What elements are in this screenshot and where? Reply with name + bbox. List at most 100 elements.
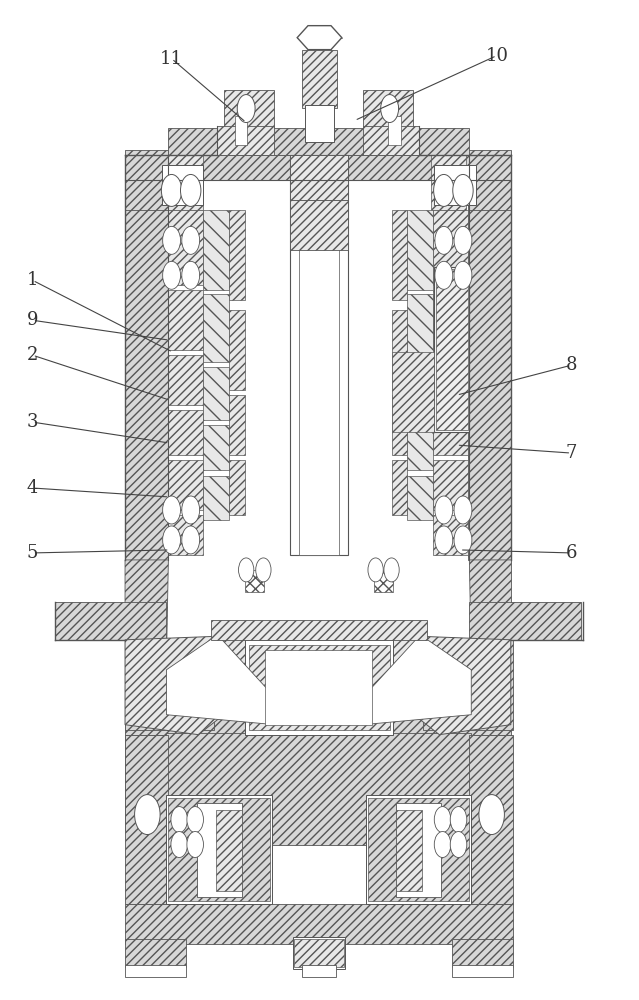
Text: 5: 5	[27, 544, 38, 562]
Circle shape	[435, 261, 453, 289]
Bar	[203, 294, 229, 362]
Bar	[169, 515, 203, 555]
Circle shape	[381, 95, 399, 123]
Polygon shape	[167, 635, 291, 725]
Bar	[435, 267, 469, 432]
Bar	[167, 733, 471, 845]
Text: 7: 7	[566, 444, 577, 462]
Bar	[245, 640, 394, 735]
Circle shape	[435, 526, 453, 554]
Bar	[469, 735, 512, 904]
Bar	[396, 803, 441, 897]
Bar	[289, 155, 348, 200]
Bar	[302, 50, 337, 108]
Text: 3: 3	[27, 413, 38, 431]
Polygon shape	[382, 635, 511, 735]
Bar	[125, 735, 169, 904]
Bar	[433, 355, 468, 405]
Circle shape	[180, 174, 201, 206]
Circle shape	[454, 261, 472, 289]
Bar	[167, 795, 272, 904]
Bar	[169, 128, 469, 155]
Bar	[224, 90, 273, 128]
Bar	[468, 210, 511, 560]
Circle shape	[450, 807, 466, 833]
Bar	[169, 290, 203, 350]
Circle shape	[181, 526, 199, 554]
Bar	[396, 810, 422, 891]
Bar	[294, 939, 344, 967]
Circle shape	[479, 795, 504, 835]
Bar	[229, 395, 245, 455]
Bar	[125, 904, 512, 944]
Text: 10: 10	[485, 47, 508, 65]
Circle shape	[256, 558, 271, 582]
Polygon shape	[297, 26, 342, 50]
Bar	[392, 310, 408, 390]
Bar	[436, 269, 468, 430]
Circle shape	[163, 526, 180, 554]
Circle shape	[135, 795, 160, 835]
Bar	[125, 210, 169, 560]
Bar	[469, 735, 511, 830]
Polygon shape	[125, 635, 256, 735]
Bar	[229, 460, 245, 515]
Text: 2: 2	[27, 346, 38, 364]
Circle shape	[454, 496, 472, 524]
Bar	[368, 798, 469, 901]
Bar	[203, 425, 229, 470]
Bar	[289, 200, 348, 250]
Bar	[424, 640, 512, 730]
Bar	[374, 570, 393, 592]
Bar	[197, 803, 242, 897]
Bar	[125, 155, 511, 180]
Text: 8: 8	[566, 356, 577, 374]
Bar	[468, 150, 511, 410]
Bar	[408, 210, 433, 290]
Bar	[55, 602, 167, 640]
Circle shape	[187, 832, 203, 858]
Bar	[216, 810, 242, 891]
Bar	[435, 165, 475, 205]
Bar	[302, 965, 336, 977]
Circle shape	[238, 558, 254, 582]
Bar	[169, 155, 203, 210]
Bar	[452, 965, 512, 977]
Bar	[125, 939, 185, 967]
Circle shape	[454, 226, 472, 254]
Circle shape	[163, 496, 180, 524]
Bar	[433, 460, 468, 510]
Circle shape	[435, 226, 453, 254]
Bar	[211, 620, 427, 640]
Bar	[229, 310, 245, 390]
Circle shape	[435, 832, 451, 858]
Bar	[452, 939, 512, 967]
Text: 1: 1	[27, 271, 38, 289]
Bar	[363, 126, 419, 155]
Circle shape	[384, 558, 399, 582]
Bar	[265, 650, 373, 725]
Bar	[125, 150, 169, 410]
Bar	[125, 735, 167, 830]
Text: 4: 4	[27, 479, 38, 497]
Circle shape	[237, 95, 255, 123]
Bar	[229, 210, 245, 300]
Circle shape	[163, 226, 180, 254]
Bar	[392, 210, 408, 300]
Bar	[389, 116, 401, 145]
Polygon shape	[125, 560, 169, 660]
Bar	[125, 965, 185, 977]
Circle shape	[171, 807, 187, 833]
Bar	[203, 367, 229, 420]
Circle shape	[434, 174, 454, 206]
Bar	[433, 290, 468, 350]
Bar	[289, 155, 348, 555]
Text: 6: 6	[566, 544, 577, 562]
Bar	[392, 460, 408, 515]
Circle shape	[435, 807, 451, 833]
Circle shape	[162, 174, 181, 206]
Circle shape	[171, 832, 187, 858]
Bar	[408, 425, 433, 470]
Bar	[162, 165, 203, 205]
Bar	[299, 195, 339, 555]
